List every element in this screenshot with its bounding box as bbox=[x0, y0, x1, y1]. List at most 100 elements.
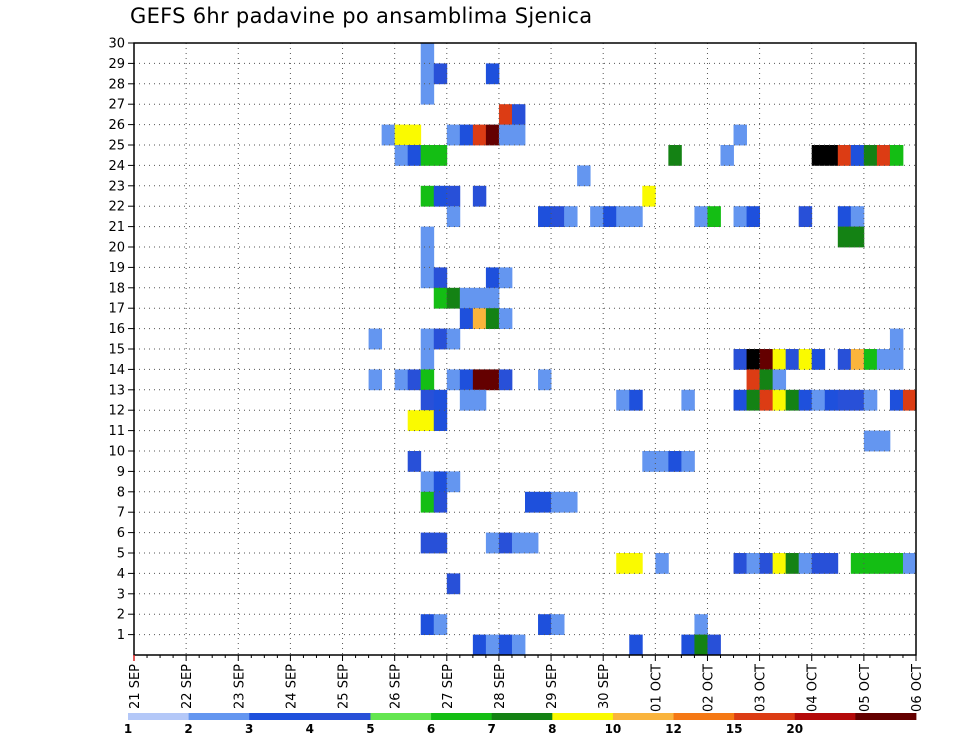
heatmap-cell bbox=[629, 389, 643, 411]
heatmap-cell bbox=[811, 145, 826, 166]
heatmap-cell bbox=[511, 532, 526, 554]
heatmap-cell bbox=[785, 349, 800, 370]
legend-swatch bbox=[855, 713, 917, 720]
y-tick-label: 8 bbox=[117, 485, 125, 500]
heatmap-cell bbox=[746, 553, 760, 574]
heatmap-cell bbox=[551, 614, 565, 635]
x-tick-label: 03 OCT bbox=[754, 664, 769, 712]
legend-label: 2 bbox=[184, 722, 192, 736]
heatmap-cell bbox=[889, 328, 904, 350]
heatmap-cell bbox=[798, 349, 813, 370]
y-tick-label: 28 bbox=[108, 77, 125, 92]
heatmap-cell bbox=[876, 145, 891, 166]
y-tick-label: 3 bbox=[117, 587, 125, 602]
y-tick-label: 14 bbox=[108, 363, 125, 378]
heatmap-cell bbox=[381, 124, 396, 146]
heatmap-cell bbox=[642, 451, 656, 472]
heatmap-cell bbox=[472, 369, 487, 391]
heatmap-cell bbox=[616, 553, 630, 574]
x-tick-label: 02 OCT bbox=[701, 664, 716, 712]
heatmap-cells bbox=[368, 43, 917, 656]
heatmap-cell bbox=[694, 614, 708, 635]
heatmap-cell bbox=[420, 226, 435, 248]
heatmap-cell bbox=[629, 553, 643, 574]
x-tick-label: 27 SEP bbox=[441, 664, 456, 709]
heatmap-cell bbox=[407, 451, 422, 472]
x-tick-label: 23 SEP bbox=[232, 664, 247, 709]
heatmap-cell bbox=[850, 389, 865, 411]
heatmap-cell bbox=[863, 389, 878, 411]
heatmap-cell bbox=[446, 471, 461, 493]
heatmap-cell bbox=[485, 634, 500, 656]
heatmap-cell bbox=[863, 145, 878, 166]
heatmap-cell bbox=[485, 308, 500, 329]
heatmap-cell bbox=[420, 145, 435, 166]
heatmap-cell bbox=[824, 145, 839, 166]
heatmap-cell bbox=[420, 532, 435, 554]
heatmap-cell bbox=[394, 124, 409, 146]
heatmap-cell bbox=[420, 83, 435, 105]
heatmap-cell bbox=[420, 43, 435, 64]
heatmap-cell bbox=[733, 349, 747, 370]
legend-label: 20 bbox=[786, 722, 803, 736]
heatmap-cell bbox=[433, 614, 448, 635]
legend-swatch bbox=[734, 713, 796, 720]
heatmap-cell bbox=[824, 553, 839, 574]
x-tick-label: 06 OCT bbox=[910, 664, 925, 712]
heatmap-cell bbox=[446, 369, 461, 391]
y-tick-label: 1 bbox=[117, 628, 125, 643]
heatmap-cell bbox=[759, 369, 774, 391]
heatmap-cell bbox=[564, 206, 578, 227]
heatmap-cell bbox=[733, 553, 747, 574]
heatmap-cell bbox=[733, 206, 747, 227]
y-tick-label: 7 bbox=[117, 506, 125, 521]
heatmap-cell bbox=[420, 328, 435, 350]
y-tick-label: 25 bbox=[108, 139, 125, 154]
y-tick-label: 11 bbox=[108, 424, 125, 439]
heatmap-cell bbox=[577, 165, 591, 187]
heatmap-cell bbox=[681, 389, 695, 411]
gridlines bbox=[134, 43, 916, 655]
y-tick-label: 2 bbox=[117, 608, 125, 623]
color-legend: 1 2 3 4 5 6 7 8 10 12 15 20 bbox=[124, 713, 917, 736]
heatmap-cell bbox=[420, 267, 435, 289]
heatmap-cell bbox=[459, 389, 474, 411]
heatmap-cell bbox=[876, 430, 891, 452]
heatmap-cell bbox=[733, 124, 747, 146]
heatmap-cell bbox=[863, 553, 878, 574]
heatmap-cell bbox=[616, 206, 630, 227]
legend-swatch bbox=[188, 713, 250, 720]
heatmap-cell bbox=[472, 308, 487, 329]
x-tick-label: 21 SEP bbox=[128, 664, 143, 709]
heatmap-cell bbox=[433, 267, 448, 289]
heatmap-cell bbox=[668, 145, 682, 166]
heatmap-cell bbox=[498, 124, 513, 146]
x-tick-label: 24 SEP bbox=[284, 664, 299, 709]
x-axis: 21 SEP 22 SEP 23 SEP 24 SEP 25 SEP 26 SEP 27 S… bbox=[128, 655, 925, 712]
heatmap-cell bbox=[446, 573, 461, 595]
heatmap-cell bbox=[420, 63, 435, 85]
y-tick-label: 9 bbox=[117, 465, 125, 480]
heatmap-cell bbox=[538, 369, 552, 391]
heatmap-cell bbox=[811, 389, 826, 411]
heatmap-cell bbox=[616, 389, 630, 411]
heatmap-cell bbox=[498, 308, 513, 329]
heatmap-cell bbox=[629, 634, 643, 656]
heatmap-cell bbox=[798, 206, 813, 227]
y-tick-label: 30 bbox=[108, 37, 125, 52]
legend-label: 6 bbox=[427, 722, 435, 736]
legend-label: 4 bbox=[306, 722, 314, 736]
heatmap-cell bbox=[564, 491, 578, 513]
heatmap-cell bbox=[837, 349, 852, 370]
heatmap-cell bbox=[459, 308, 474, 329]
heatmap-cell bbox=[785, 553, 800, 574]
heatmap-cell bbox=[485, 267, 500, 289]
heatmap-cell bbox=[433, 287, 448, 309]
y-tick-label: 6 bbox=[117, 526, 125, 541]
heatmap-cell bbox=[485, 532, 500, 554]
heatmap-cell bbox=[902, 389, 917, 411]
heatmap-cell bbox=[407, 369, 422, 391]
x-tick-label: 04 OCT bbox=[806, 664, 821, 712]
heatmap-cell bbox=[707, 634, 721, 656]
chart-title: GEFS 6hr padavine po ansamblima Sjenica bbox=[130, 4, 593, 28]
